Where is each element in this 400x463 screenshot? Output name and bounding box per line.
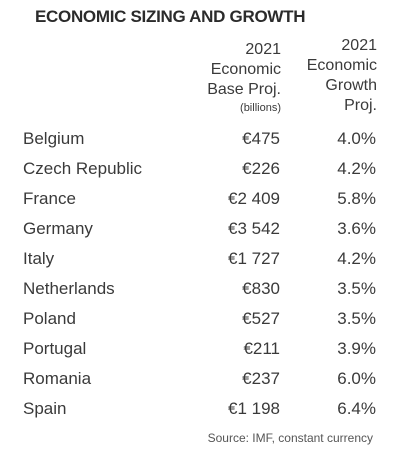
country-name: Belgium	[23, 129, 85, 148]
base-projection-value: €1 727	[228, 249, 280, 268]
base-projection-value: €226	[242, 159, 280, 178]
source-note: Source: IMF, constant currency	[207, 431, 373, 445]
table-row: Germany €3 542 3.6%	[0, 214, 400, 244]
base-projection-value: €211	[243, 339, 280, 358]
country-name: Netherlands	[23, 279, 115, 298]
header-unit: (billions)	[240, 102, 281, 114]
growth-projection-value: 3.6%	[337, 219, 376, 238]
table-row: Portugal €211 3.9%	[0, 334, 400, 364]
country-name: France	[23, 189, 76, 208]
country-name: Italy	[23, 249, 55, 268]
header-line: Economic	[306, 57, 377, 74]
header-line: Proj.	[344, 97, 377, 114]
base-projection-value: €237	[242, 369, 280, 388]
growth-projection-value: 4.0%	[337, 129, 376, 148]
country-table: Belgium €475 4.0% Czech Republic €226 4.…	[0, 124, 400, 424]
table-row: Italy €1 727 4.2%	[0, 244, 400, 274]
base-projection-value: €527	[242, 309, 280, 328]
table-title: ECONOMIC SIZING AND GROWTH	[35, 7, 306, 26]
base-projection-value: €3 542	[228, 219, 280, 238]
growth-projection-value: 4.2%	[337, 249, 376, 268]
country-name: Germany	[23, 219, 93, 238]
table-row: Netherlands €830 3.5%	[0, 274, 400, 304]
base-projection-value: €2 409	[228, 189, 280, 208]
table-row: Poland €527 3.5%	[0, 304, 400, 334]
table-row: Romania €237 6.0%	[0, 364, 400, 394]
header-line: Economic	[210, 61, 281, 78]
header-line: Growth	[325, 77, 377, 94]
table-row: France €2 409 5.8%	[0, 184, 400, 214]
table-row: Belgium €475 4.0%	[0, 124, 400, 154]
growth-projection-value: 4.2%	[337, 159, 376, 178]
table-row: Spain €1 198 6.4%	[0, 394, 400, 424]
growth-projection-value: 3.5%	[337, 309, 376, 328]
country-name: Czech Republic	[23, 159, 143, 178]
header-line: Base Proj.	[207, 81, 281, 98]
growth-projection-value: 6.0%	[337, 369, 376, 388]
country-name: Spain	[23, 399, 67, 418]
growth-projection-value: 6.4%	[337, 399, 376, 418]
growth-projection-header: 2021 Economic Growth Proj.	[307, 36, 377, 116]
growth-projection-value: 3.9%	[337, 339, 376, 358]
country-name: Portugal	[23, 339, 87, 358]
base-projection-header: 2021 Economic Base Proj. (billions)	[207, 40, 281, 116]
country-name: Poland	[23, 309, 76, 328]
base-projection-value: €830	[242, 279, 280, 298]
base-projection-value: €1 198	[228, 399, 280, 418]
growth-projection-value: 5.8%	[337, 189, 376, 208]
base-projection-value: €475	[242, 129, 280, 148]
country-name: Romania	[23, 369, 92, 388]
header-line: 2021	[341, 37, 377, 54]
header-line: 2021	[245, 41, 281, 58]
growth-projection-value: 3.5%	[337, 279, 376, 298]
table-row: Czech Republic €226 4.2%	[0, 154, 400, 184]
